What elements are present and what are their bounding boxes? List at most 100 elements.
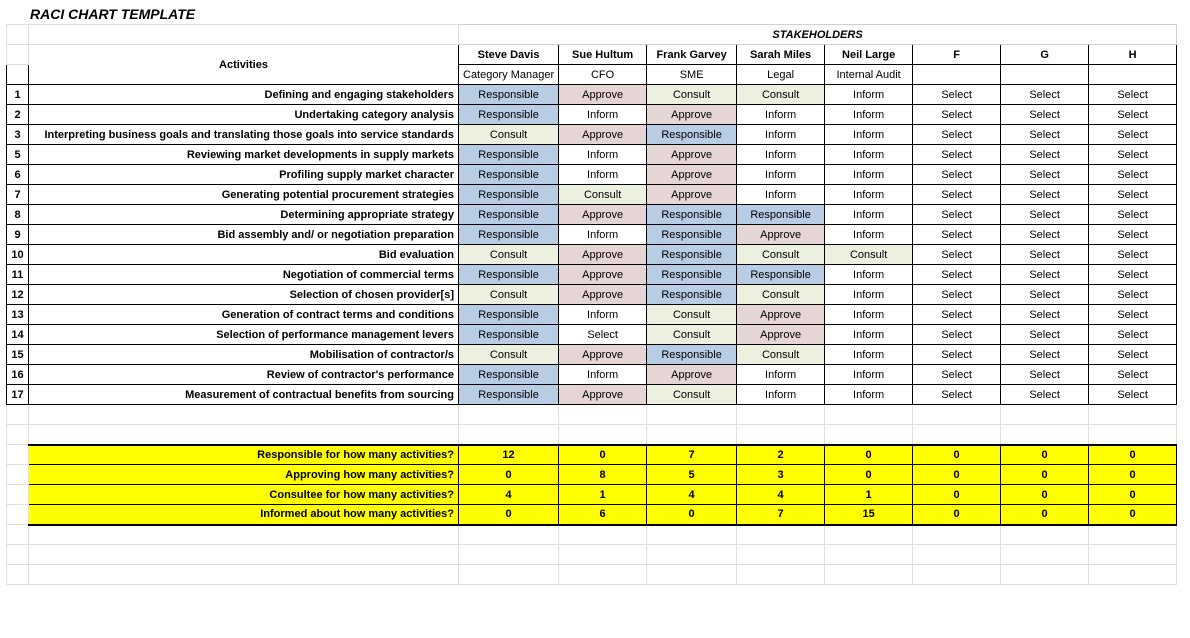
raci-cell[interactable]: Select	[1001, 265, 1089, 285]
raci-cell[interactable]: Responsible	[459, 325, 559, 345]
raci-cell[interactable]: Approve	[559, 205, 647, 225]
raci-cell[interactable]: Approve	[559, 85, 647, 105]
raci-cell[interactable]: Consult	[737, 245, 825, 265]
raci-cell[interactable]: Inform	[737, 365, 825, 385]
raci-cell[interactable]: Select	[1001, 365, 1089, 385]
raci-cell[interactable]: Consult	[459, 285, 559, 305]
raci-cell[interactable]: Select	[1001, 345, 1089, 365]
raci-cell[interactable]: Responsible	[647, 265, 737, 285]
raci-cell[interactable]: Consult	[825, 245, 913, 265]
raci-cell[interactable]: Inform	[737, 105, 825, 125]
raci-cell[interactable]: Approve	[647, 165, 737, 185]
raci-cell[interactable]: Select	[1089, 165, 1177, 185]
raci-cell[interactable]: Select	[1001, 105, 1089, 125]
raci-cell[interactable]: Select	[1089, 265, 1177, 285]
raci-cell[interactable]: Select	[1089, 285, 1177, 305]
raci-cell[interactable]: Inform	[825, 165, 913, 185]
raci-cell[interactable]: Responsible	[459, 225, 559, 245]
raci-cell[interactable]: Select	[913, 245, 1001, 265]
raci-cell[interactable]: Approve	[559, 245, 647, 265]
raci-cell[interactable]: Select	[1001, 205, 1089, 225]
raci-cell[interactable]: Responsible	[459, 85, 559, 105]
raci-cell[interactable]: Select	[1089, 245, 1177, 265]
raci-cell[interactable]: Approve	[647, 185, 737, 205]
raci-cell[interactable]: Select	[1001, 225, 1089, 245]
raci-cell[interactable]: Inform	[825, 85, 913, 105]
raci-cell[interactable]: Responsible	[459, 185, 559, 205]
raci-cell[interactable]: Approve	[559, 265, 647, 285]
raci-cell[interactable]: Select	[1001, 85, 1089, 105]
raci-cell[interactable]: Responsible	[459, 305, 559, 325]
raci-cell[interactable]: Select	[1089, 85, 1177, 105]
raci-cell[interactable]: Inform	[559, 165, 647, 185]
raci-cell[interactable]: Inform	[737, 385, 825, 405]
raci-cell[interactable]: Inform	[559, 105, 647, 125]
raci-cell[interactable]: Inform	[825, 225, 913, 245]
raci-cell[interactable]: Approve	[647, 145, 737, 165]
raci-cell[interactable]: Approve	[559, 345, 647, 365]
raci-cell[interactable]: Select	[1089, 185, 1177, 205]
raci-cell[interactable]: Select	[1001, 325, 1089, 345]
raci-cell[interactable]: Inform	[825, 305, 913, 325]
raci-cell[interactable]: Select	[1001, 245, 1089, 265]
raci-cell[interactable]: Select	[913, 125, 1001, 145]
raci-cell[interactable]: Consult	[459, 245, 559, 265]
raci-cell[interactable]: Select	[1089, 385, 1177, 405]
raci-cell[interactable]: Responsible	[737, 205, 825, 225]
raci-cell[interactable]: Approve	[737, 325, 825, 345]
raci-cell[interactable]: Select	[1001, 185, 1089, 205]
raci-cell[interactable]: Inform	[825, 145, 913, 165]
raci-cell[interactable]: Inform	[737, 165, 825, 185]
raci-cell[interactable]: Responsible	[459, 365, 559, 385]
raci-cell[interactable]: Select	[559, 325, 647, 345]
raci-cell[interactable]: Select	[913, 205, 1001, 225]
raci-cell[interactable]: Inform	[825, 265, 913, 285]
raci-cell[interactable]: Select	[913, 325, 1001, 345]
raci-cell[interactable]: Inform	[737, 185, 825, 205]
raci-cell[interactable]: Select	[1089, 205, 1177, 225]
raci-cell[interactable]: Consult	[559, 185, 647, 205]
raci-cell[interactable]: Select	[913, 305, 1001, 325]
raci-cell[interactable]: Select	[913, 265, 1001, 285]
raci-cell[interactable]: Inform	[825, 365, 913, 385]
raci-cell[interactable]: Responsible	[459, 105, 559, 125]
raci-cell[interactable]: Responsible	[647, 125, 737, 145]
raci-cell[interactable]: Select	[913, 365, 1001, 385]
raci-cell[interactable]: Inform	[825, 325, 913, 345]
raci-cell[interactable]: Select	[913, 385, 1001, 405]
raci-cell[interactable]: Consult	[459, 345, 559, 365]
raci-cell[interactable]: Inform	[559, 365, 647, 385]
raci-cell[interactable]: Select	[913, 225, 1001, 245]
raci-cell[interactable]: Select	[1001, 285, 1089, 305]
raci-cell[interactable]: Select	[913, 85, 1001, 105]
raci-cell[interactable]: Inform	[825, 185, 913, 205]
raci-cell[interactable]: Select	[1089, 145, 1177, 165]
raci-cell[interactable]: Responsible	[459, 205, 559, 225]
raci-cell[interactable]: Select	[1089, 225, 1177, 245]
raci-cell[interactable]: Consult	[737, 285, 825, 305]
raci-cell[interactable]: Select	[913, 145, 1001, 165]
raci-cell[interactable]: Select	[1001, 125, 1089, 145]
raci-cell[interactable]: Select	[913, 185, 1001, 205]
raci-cell[interactable]: Consult	[459, 125, 559, 145]
raci-cell[interactable]: Select	[1089, 345, 1177, 365]
raci-cell[interactable]: Select	[1089, 105, 1177, 125]
raci-cell[interactable]: Select	[1001, 385, 1089, 405]
raci-cell[interactable]: Responsible	[647, 225, 737, 245]
raci-cell[interactable]: Select	[1089, 125, 1177, 145]
raci-cell[interactable]: Select	[1089, 365, 1177, 385]
raci-cell[interactable]: Approve	[559, 385, 647, 405]
raci-cell[interactable]: Inform	[825, 205, 913, 225]
raci-cell[interactable]: Inform	[737, 145, 825, 165]
raci-cell[interactable]: Responsible	[459, 265, 559, 285]
raci-cell[interactable]: Responsible	[647, 205, 737, 225]
raci-cell[interactable]: Inform	[825, 285, 913, 305]
raci-cell[interactable]: Responsible	[459, 145, 559, 165]
raci-cell[interactable]: Approve	[647, 105, 737, 125]
raci-cell[interactable]: Consult	[647, 85, 737, 105]
raci-cell[interactable]: Inform	[737, 125, 825, 145]
raci-cell[interactable]: Approve	[559, 285, 647, 305]
raci-cell[interactable]: Select	[1001, 165, 1089, 185]
raci-cell[interactable]: Select	[913, 105, 1001, 125]
raci-cell[interactable]: Approve	[737, 305, 825, 325]
